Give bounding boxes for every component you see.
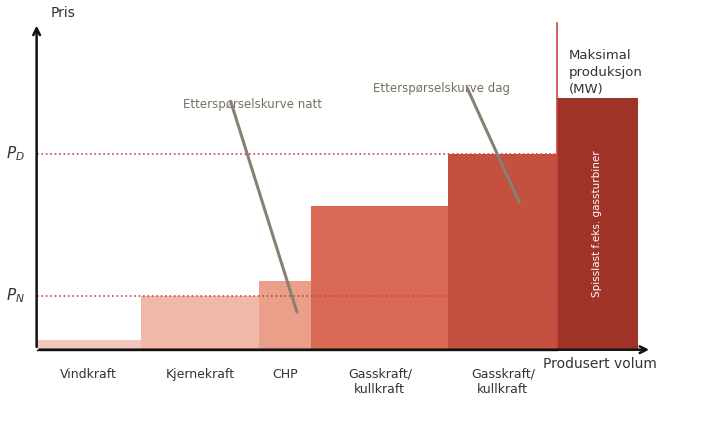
Text: Gasskraft/
kullkraft: Gasskraft/ kullkraft <box>347 368 412 396</box>
Text: Etterspørselskurve natt: Etterspørselskurve natt <box>183 98 322 111</box>
Bar <box>259 281 311 350</box>
Bar <box>557 98 637 350</box>
Bar <box>311 206 449 350</box>
Text: Gasskraft/
kullkraft: Gasskraft/ kullkraft <box>471 368 535 396</box>
Text: Etterspørselskurve dag: Etterspørselskurve dag <box>373 82 510 95</box>
Text: CHP: CHP <box>272 368 298 381</box>
Bar <box>140 296 259 350</box>
Text: Produsert volum: Produsert volum <box>543 357 656 371</box>
Text: Kjernekraft: Kjernekraft <box>166 368 234 381</box>
Text: $P_D$: $P_D$ <box>6 144 25 163</box>
Bar <box>449 154 557 350</box>
Text: Vindkraft: Vindkraft <box>60 368 117 381</box>
Bar <box>37 340 140 350</box>
Text: Maksimal
produksjon
(MW): Maksimal produksjon (MW) <box>569 49 642 96</box>
Text: $P_N$: $P_N$ <box>6 286 25 305</box>
Text: Pris: Pris <box>51 6 76 20</box>
Text: Spisslast f.eks. gassturbiner: Spisslast f.eks. gassturbiner <box>592 151 602 297</box>
